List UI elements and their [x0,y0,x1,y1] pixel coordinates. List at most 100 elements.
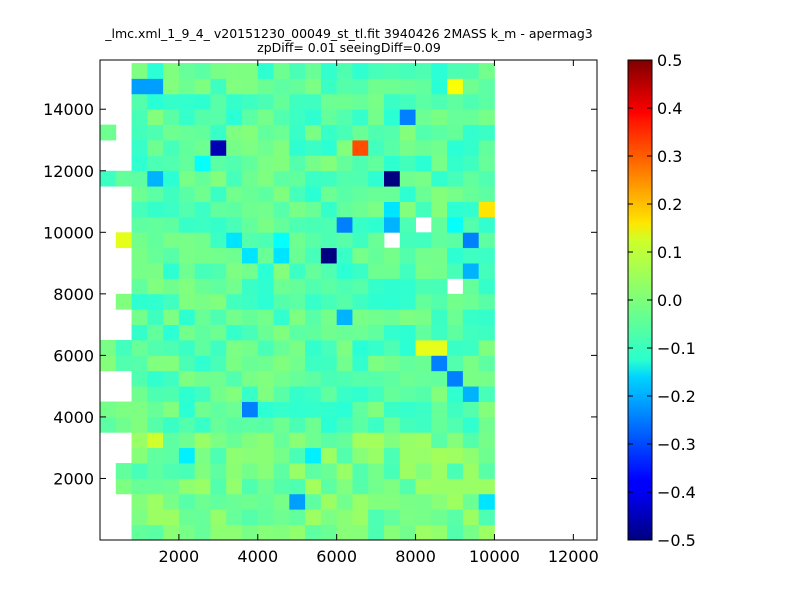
heatmap-cell [163,140,180,156]
heatmap-cell [447,109,464,126]
heatmap-cell [478,493,495,510]
heatmap-cell [415,340,432,356]
heatmap-cell [352,278,369,295]
heatmap-cell [226,386,243,402]
heatmap-cell [352,78,369,95]
heatmap-cell [194,324,211,341]
heatmap-cell [336,386,353,402]
heatmap-cell [352,263,369,279]
heatmap-cell [163,124,180,141]
heatmap-cell [336,278,353,295]
heatmap-cell [178,493,196,510]
heatmap-cell [257,432,274,449]
heatmap-cell [447,386,464,402]
heatmap-cell [163,478,180,495]
heatmap-cell [352,324,369,341]
heatmap-cell [447,416,464,433]
heatmap-cell [257,309,274,326]
heatmap-cell [194,493,211,510]
heatmap-cell [226,232,243,249]
heatmap-cell [462,463,480,479]
heatmap-cell [257,263,274,279]
heatmap-cell [336,140,353,156]
heatmap-cell [147,186,164,202]
heatmap-cell [226,309,243,326]
heatmap-cell [131,447,148,464]
heatmap-cell [163,170,180,187]
heatmap-cell [336,155,353,172]
heatmap-cell [242,247,259,264]
heatmap-cell [462,447,480,464]
heatmap-cell [431,447,448,464]
heatmap-cell [131,509,148,526]
heatmap-cell [257,216,274,233]
colorbar-ticks: 0.5 0.4 0.3 0.2 0.1 0.0 −0.1 −0.2 −0.3 −0.4 −0.5 [628,51,696,550]
heatmap-cell [415,186,432,202]
heatmap-cell [257,278,274,295]
heatmap-cell [462,416,480,433]
heatmap-cell [178,416,196,433]
heatmap-cell [194,155,211,172]
heatmap-cell [163,355,180,372]
heatmap-cell [273,201,290,218]
heatmap-cell [478,309,495,326]
heatmap-cell [478,247,495,264]
heatmap-cell [320,63,338,79]
heatmap-cell [194,386,211,402]
heatmap-cell [194,109,211,126]
y-axis: 2000 4000 6000 8000 10000 12000 14000 [43,100,597,488]
heatmap-cell [320,124,338,141]
heatmap-cell [431,278,448,295]
heatmap-cell [163,340,180,356]
heatmap-cell [131,416,148,433]
heatmap-cell [210,355,227,372]
heatmap-cell [257,340,274,356]
heatmap-cell [368,463,385,479]
heatmap-cell [478,170,495,187]
x-tick-label: 10000 [469,547,520,566]
heatmap-cell [352,524,369,541]
heatmap-cell [163,247,180,264]
heatmap-cell [415,93,432,110]
heatmap-cell [178,432,196,449]
heatmap-cell [289,278,306,295]
heatmap-cell [147,463,164,479]
heatmap-cell [431,109,448,126]
heatmap-cell [305,170,322,187]
heatmap-cell [226,216,243,233]
heatmap-cell [305,509,322,526]
heatmap-cell [431,63,448,79]
heatmap-cell [289,63,306,79]
colorbar-tick-label: −0.1 [657,339,696,358]
heatmap-cell [320,524,338,541]
heatmap-cell [242,124,259,141]
heatmap-cell [320,201,338,218]
heatmap-cell [431,78,448,95]
heatmap-cell [320,432,338,449]
heatmap-cell [384,355,401,372]
heatmap-cell [305,247,322,264]
heatmap-cell [384,278,401,295]
heatmap-cell [210,416,227,433]
heatmap-cell [415,78,432,95]
heatmap-cell [242,170,259,187]
heatmap-cell [399,140,416,156]
heatmap-cell [147,309,164,326]
heatmap-cell [131,109,148,126]
heatmap-cell [147,155,164,172]
heatmap-cell [352,370,369,387]
heatmap-cell [368,340,385,356]
heatmap-cell [447,401,464,418]
heatmap-cell [163,524,180,541]
heatmap-cell [399,401,416,418]
heatmap-cell [289,463,306,479]
heatmap-cell [147,93,164,110]
heatmap-cell [462,155,480,172]
heatmap-cell [352,463,369,479]
heatmap-cell [210,216,227,233]
heatmap-cell [257,78,274,95]
heatmap-cell [210,524,227,541]
heatmap-cell [415,432,432,449]
heatmap-cell [368,324,385,341]
